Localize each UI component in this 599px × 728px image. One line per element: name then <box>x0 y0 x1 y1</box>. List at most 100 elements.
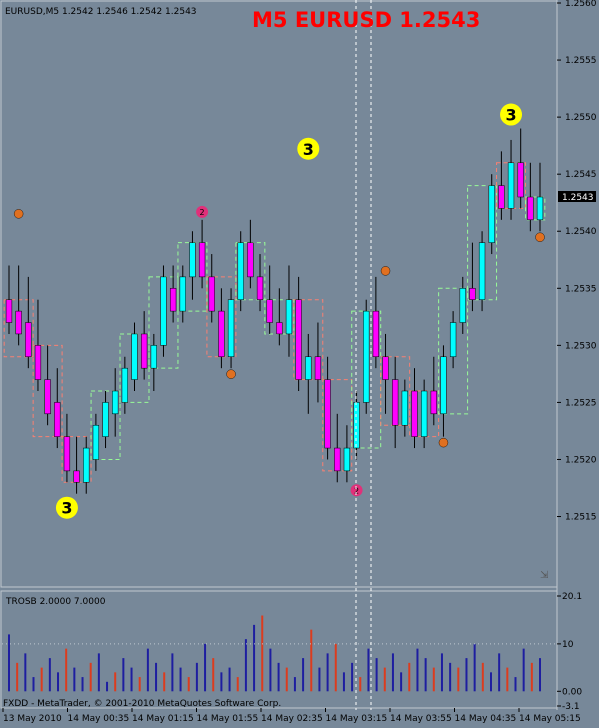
bull-candle <box>150 345 157 369</box>
bear-candle <box>141 333 148 369</box>
price-tick-label: 1.2530 <box>565 341 597 351</box>
scroll-shift-icon[interactable]: ⇲ <box>540 570 549 581</box>
bear-candle <box>392 379 399 426</box>
orange-signal-marker <box>380 266 391 276</box>
bear-candle <box>324 379 331 449</box>
orange-signal-marker <box>226 369 236 379</box>
chart-title: M5 EURUSD 1.2543 <box>252 8 480 32</box>
bull-candle <box>305 356 312 380</box>
range-box <box>293 299 324 381</box>
bull-candle <box>131 333 138 380</box>
yellow-signal-marker <box>297 137 320 160</box>
bull-candle <box>488 185 495 243</box>
price-tick-label: 1.2525 <box>565 398 597 408</box>
time-tick-label: 14 May 03:15 <box>326 714 388 724</box>
orange-signal-marker <box>438 437 449 448</box>
yellow-signal-marker <box>55 496 78 519</box>
bull-candle <box>449 322 457 358</box>
bull-candle <box>83 447 90 483</box>
time-tick-label: 13 May 2010 <box>3 714 62 724</box>
bull-candle <box>353 402 360 449</box>
current-price-box <box>558 191 596 202</box>
price-tick-label: 1.2520 <box>565 455 597 465</box>
bear-candle <box>73 470 80 483</box>
current-price-label: 1.2543 <box>562 193 594 203</box>
yellow-signal-marker <box>500 103 523 126</box>
marker-label: 2 <box>354 486 359 495</box>
bull-candle <box>363 310 370 403</box>
bear-candle <box>63 436 71 472</box>
indicator-tick-label: 10 <box>562 640 574 650</box>
time-tick-label: 14 May 02:35 <box>261 714 323 724</box>
time-tick-label: 14 May 01:55 <box>197 714 259 724</box>
bear-candle <box>15 310 22 335</box>
bear-candle <box>256 276 264 300</box>
time-axis-ticks: 13 May 2010 14 May 00:35 14 May 01:15 14 Ma… <box>2 708 581 724</box>
bull-candle <box>112 390 119 415</box>
bear-candle <box>34 345 42 380</box>
bear-candle <box>208 276 215 312</box>
bear-candle <box>198 242 206 278</box>
price-tick-label: 1.2515 <box>565 513 597 523</box>
bull-candle <box>92 424 100 460</box>
bull-candle <box>440 356 447 415</box>
bull-candle <box>227 299 235 358</box>
bull-candle <box>189 242 196 278</box>
bull-candle <box>536 196 544 221</box>
bear-candle <box>5 299 13 323</box>
bull-candle <box>102 402 109 437</box>
marker-label: 3 <box>505 106 516 125</box>
price-tick-label: 1.2535 <box>565 284 597 294</box>
range-box <box>525 196 546 221</box>
indicator-tick-label: 20.1 <box>562 592 582 602</box>
bear-candle <box>218 310 225 358</box>
indicator-tick-label: 0.00 <box>562 687 582 697</box>
time-tick-label: 14 May 00:35 <box>68 714 130 724</box>
bull-candle <box>420 390 428 437</box>
bull-candle <box>237 242 244 300</box>
price-tick-label: 1.2555 <box>565 56 597 66</box>
indicator-histogram <box>2 615 556 692</box>
bull-candle <box>478 242 486 300</box>
bear-candle <box>276 322 283 335</box>
price-tick-label: 1.2540 <box>565 227 597 237</box>
indicator-axis-ticks: 20.1 10 0.00 -3.1 <box>557 592 582 712</box>
bear-candle <box>430 390 437 415</box>
bull-candle <box>285 299 293 335</box>
bear-candle <box>295 299 302 380</box>
bear-candle <box>169 288 177 312</box>
price-tick-label: 1.2550 <box>565 113 597 123</box>
bear-candle <box>411 390 418 437</box>
signal-markers: 3 3 3 2 2 <box>13 103 545 519</box>
pink-signal-marker <box>196 205 209 218</box>
bear-candle <box>25 322 32 358</box>
marker-label: 2 <box>200 208 205 217</box>
time-tick-label: 14 May 01:15 <box>132 714 194 724</box>
orange-signal-marker <box>535 232 545 242</box>
bear-candle <box>498 185 505 209</box>
bear-candle <box>372 310 380 358</box>
indicator-tick-label: -3.1 <box>562 702 580 712</box>
range-box <box>438 287 469 415</box>
bull-candle <box>343 447 351 472</box>
pink-signal-marker <box>350 484 363 497</box>
bear-candle <box>314 356 322 380</box>
bear-candle <box>517 162 524 198</box>
bear-candle <box>527 196 534 221</box>
price-tick-label: 1.2545 <box>565 170 597 180</box>
bull-candle <box>179 276 186 312</box>
price-tick-label: 1.2560 <box>565 0 597 9</box>
copyright-text: FXDD - MetaTrader, © 2001-2010 MetaQuote… <box>3 699 281 709</box>
bear-candle <box>44 379 51 415</box>
price-axis-ticks: 1.2560 1.2555 1.2550 1.2545 1.2540 1.2535 1.25… <box>557 0 597 523</box>
indicator-title: TROSB 2.0000 7.0000 <box>5 597 106 607</box>
bull-candle <box>160 276 167 346</box>
range-box <box>206 276 237 358</box>
chart-header: EURUSD,M5 1.2542 1.2546 1.2542 1.2543 <box>5 7 197 17</box>
bear-candle <box>469 288 476 300</box>
time-tick-label: 14 May 04:35 <box>455 714 517 724</box>
candles <box>5 128 544 494</box>
bear-candle <box>266 299 273 323</box>
time-tick-label: 14 May 03:55 <box>390 714 452 724</box>
